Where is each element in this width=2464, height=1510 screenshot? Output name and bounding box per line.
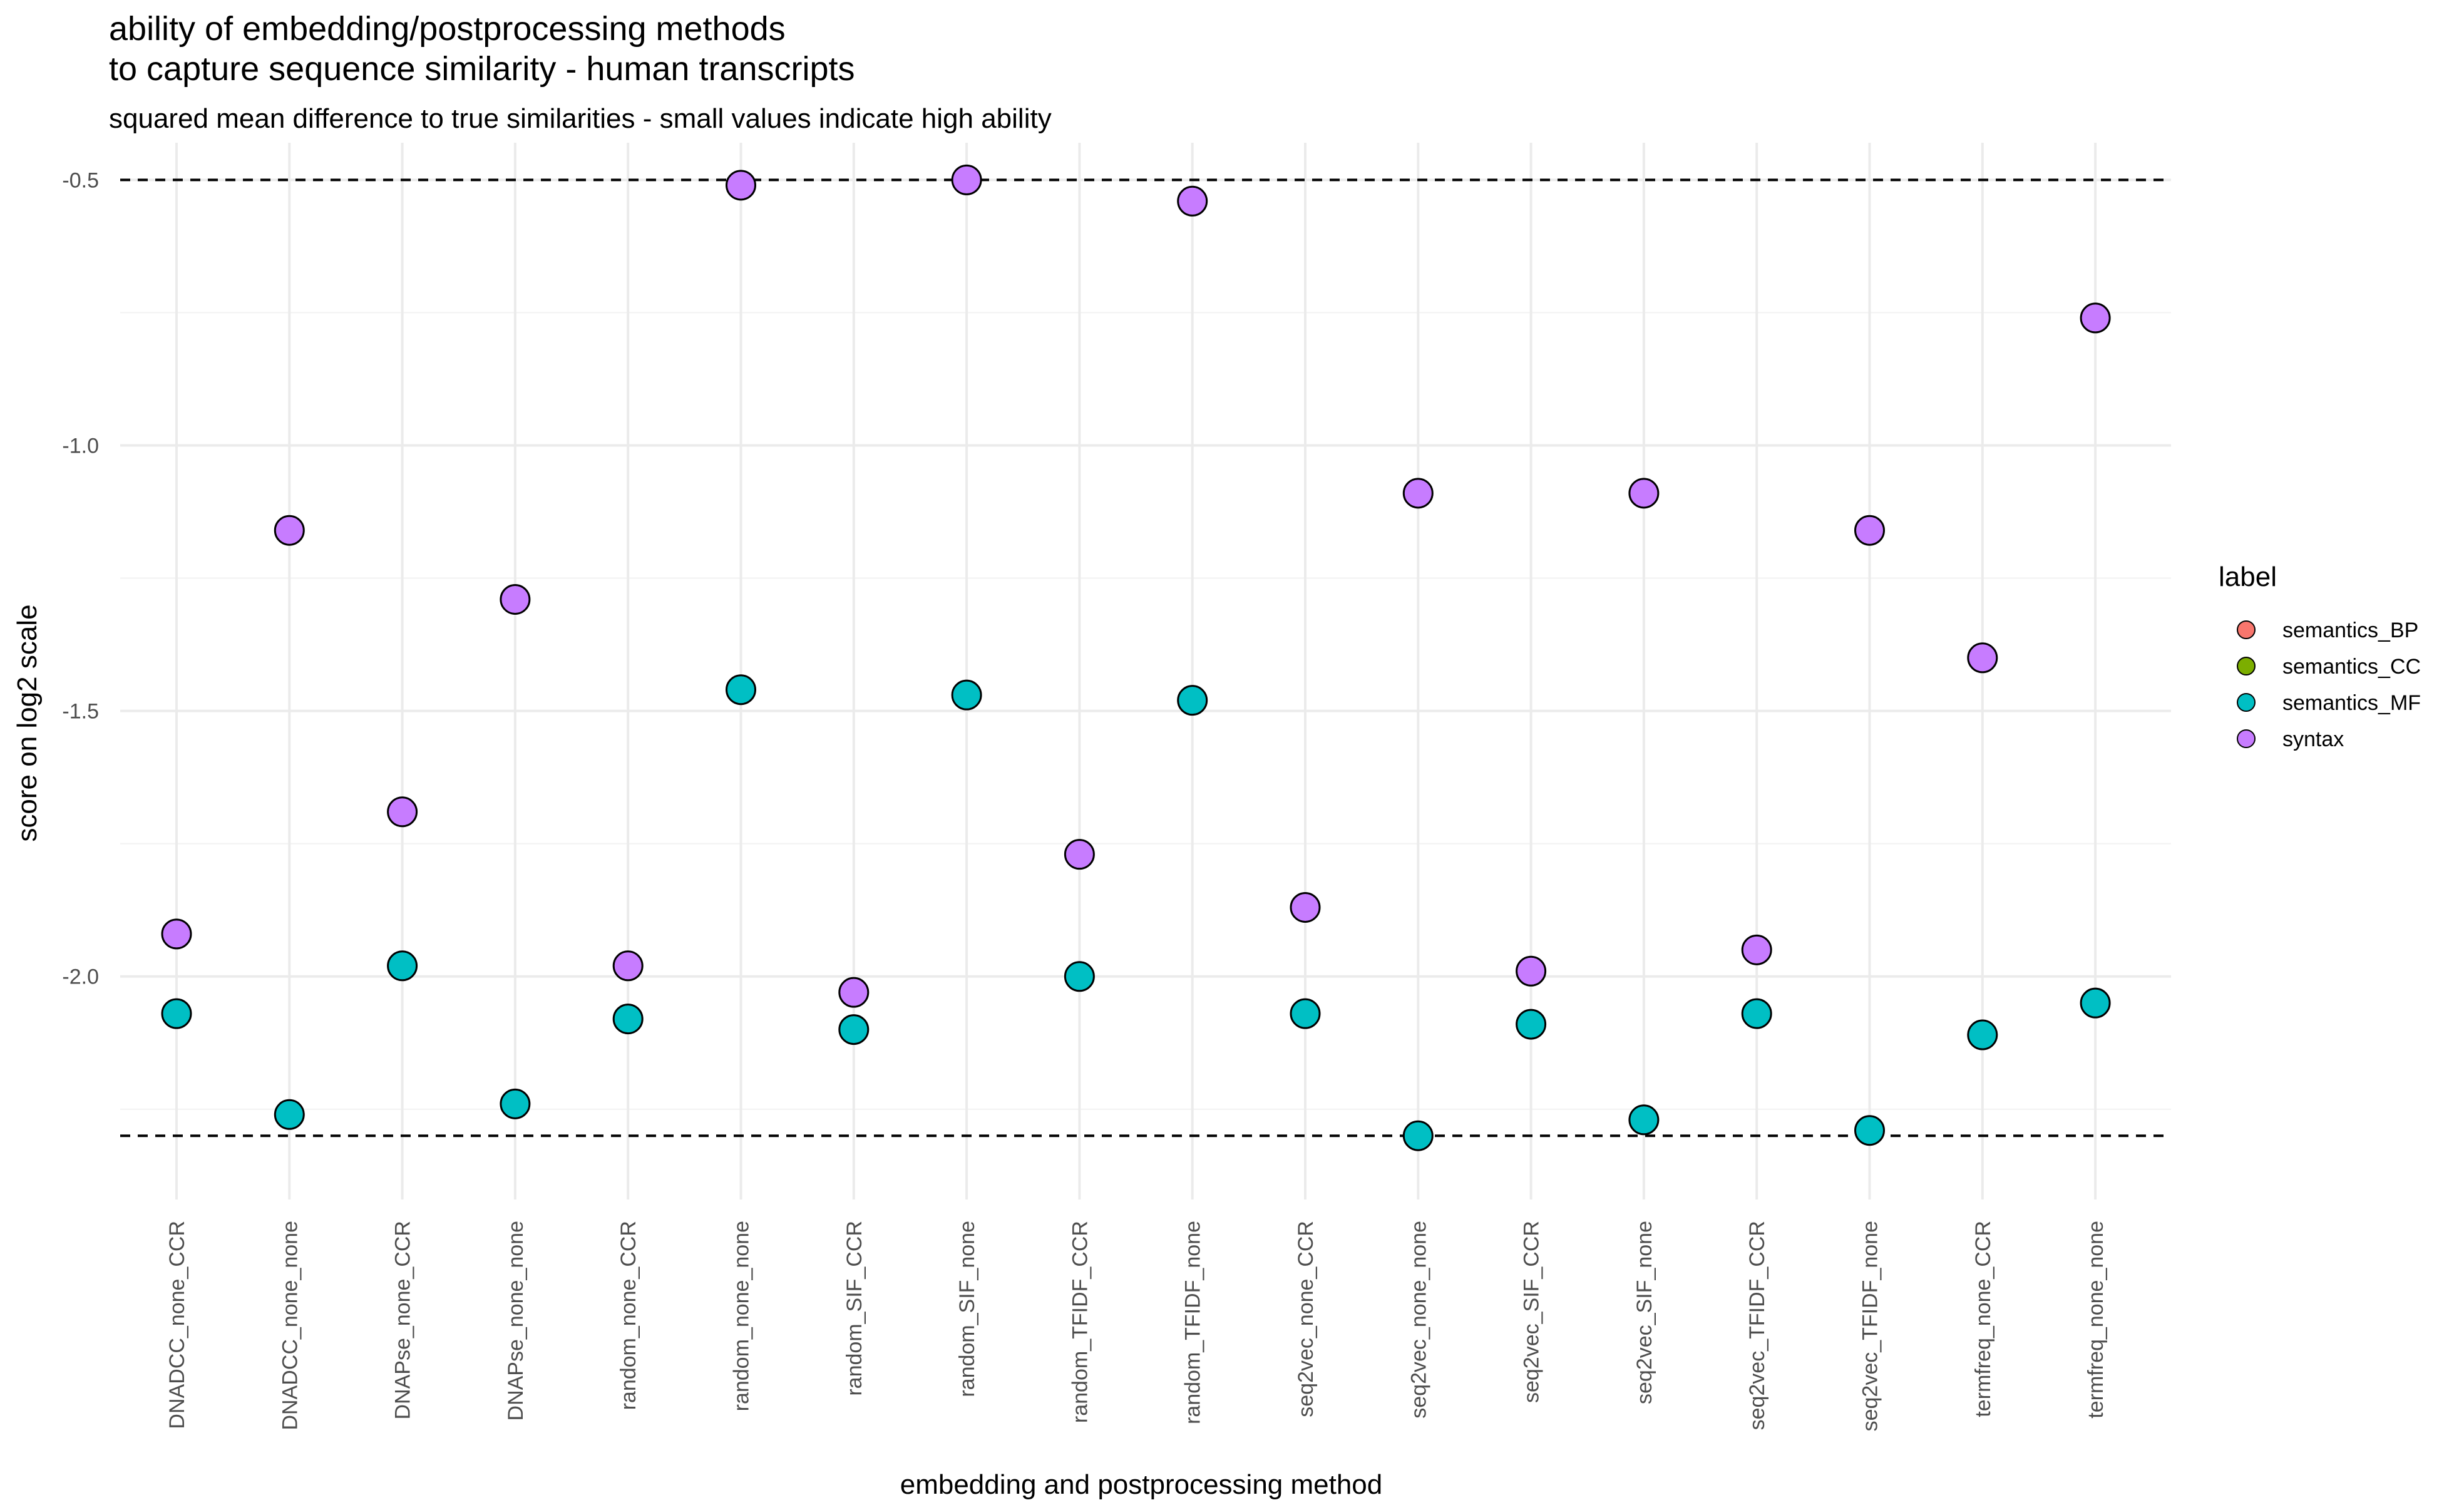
legend-label-semantics_CC: semantics_CC (2282, 655, 2421, 679)
point-syntax (2080, 302, 2111, 334)
point-syntax (951, 164, 982, 195)
point-semantics_MF (1967, 1019, 1998, 1050)
x-tick-label: DNADCC_none_CCR (165, 1221, 189, 1429)
x-tick-label: DNAPse_none_none (504, 1221, 528, 1420)
legend-key-semantics_MF (2237, 693, 2256, 712)
point-syntax (161, 918, 192, 950)
legend: label semantics_BP semantics_CC semantics_… (2219, 562, 2421, 751)
x-tick-label: seq2vec_none_CCR (1294, 1221, 1318, 1417)
chart-title-line-1: ability of embedding/postprocessing meth… (109, 10, 786, 48)
point-semantics_MF (1854, 1115, 1885, 1146)
x-tick-label: seq2vec_TFIDF_CCR (1745, 1221, 1769, 1430)
x-tick-label: random_none_CCR (617, 1221, 640, 1410)
point-syntax (838, 977, 870, 1008)
point-semantics_MF (951, 679, 982, 711)
x-tick-label: seq2vec_TFIDF_none (1859, 1221, 1882, 1431)
x-tick-label: seq2vec_SIF_CCR (1520, 1221, 1544, 1403)
x-tick-label: random_SIF_CCR (843, 1221, 866, 1396)
point-semantics_MF (726, 674, 756, 706)
reference-lines (120, 178, 2171, 1138)
point-syntax (1628, 478, 1660, 509)
x-tick-label: random_TFIDF_CCR (1068, 1221, 1092, 1423)
x-tick-label: random_SIF_none (955, 1221, 979, 1397)
major-gridlines (120, 143, 2171, 1199)
y-tick-label: -1.5 (62, 700, 99, 724)
y-tick-labels: -0.5 -1.0 -1.5 -2.0 (62, 168, 99, 989)
y-tick-label: -2.0 (62, 965, 99, 989)
point-semantics_MF (1177, 685, 1208, 716)
point-syntax (1177, 185, 1208, 217)
point-semantics_MF (1741, 998, 1772, 1029)
point-semantics_MF (1064, 961, 1095, 992)
minor-gridlines (120, 312, 2171, 1110)
legend-key-syntax (2237, 729, 2256, 748)
legend-key-semantics_BP (2237, 620, 2256, 639)
chart-title-line-2: to capture sequence similarity - human t… (109, 50, 855, 88)
legend-key-semantics_CC (2237, 657, 2256, 675)
point-syntax (387, 796, 418, 828)
point-syntax (274, 515, 305, 546)
point-semantics_MF (1290, 998, 1321, 1029)
data-points (161, 164, 2111, 1151)
point-syntax (1854, 515, 1885, 546)
point-syntax (1064, 839, 1095, 870)
point-semantics_MF (1402, 1120, 1434, 1151)
x-tick-label: random_none_none (730, 1221, 754, 1411)
chart-subtitle: squared mean difference to true similari… (109, 103, 1052, 134)
point-semantics_MF (1628, 1104, 1660, 1136)
point-syntax (1402, 478, 1434, 509)
point-syntax (1516, 955, 1547, 987)
point-syntax (500, 583, 531, 615)
x-tick-label: seq2vec_SIF_none (1633, 1221, 1656, 1404)
point-semantics_MF (274, 1099, 305, 1130)
point-syntax (1290, 891, 1321, 923)
point-semantics_MF (1516, 1009, 1547, 1040)
x-tick-labels: DNADCC_none_CCR DNADCC_none_none DNAPse_no… (165, 1221, 2108, 1431)
x-tick-label: DNADCC_none_none (278, 1221, 302, 1430)
x-tick-label: random_TFIDF_none (1181, 1221, 1205, 1424)
point-syntax (1741, 934, 1772, 965)
y-tick-label: -1.0 (62, 434, 99, 458)
x-tick-label: termfreq_none_CCR (1971, 1221, 1995, 1417)
point-semantics_MF (838, 1014, 870, 1045)
point-syntax (612, 950, 644, 982)
legend-label-semantics_MF: semantics_MF (2282, 691, 2421, 715)
legend-title: label (2219, 562, 2277, 592)
point-syntax (726, 170, 756, 201)
y-axis-title: score on log2 scale (12, 604, 43, 841)
point-semantics_MF (387, 950, 418, 982)
point-semantics_MF (500, 1088, 531, 1119)
point-semantics_MF (161, 998, 192, 1029)
legend-label-semantics_BP: semantics_BP (2282, 619, 2418, 642)
point-syntax (1967, 642, 1998, 674)
x-tick-label: termfreq_none_none (2084, 1221, 2108, 1419)
x-axis-title: embedding and postprocessing method (900, 1469, 1383, 1500)
legend-label-syntax: syntax (2282, 727, 2344, 751)
x-tick-label: DNAPse_none_CCR (391, 1221, 415, 1420)
point-semantics_MF (2080, 987, 2111, 1019)
point-semantics_MF (612, 1004, 644, 1035)
x-tick-label: seq2vec_none_none (1407, 1221, 1430, 1419)
y-tick-label: -0.5 (62, 168, 99, 192)
